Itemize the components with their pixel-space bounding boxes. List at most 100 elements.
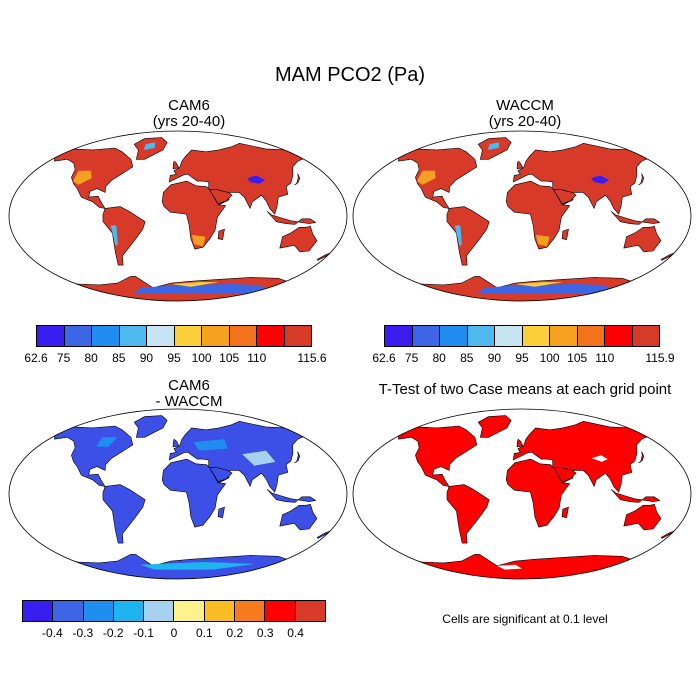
colorbar-swatch	[229, 326, 257, 346]
map-waccm	[352, 130, 692, 302]
field-region	[242, 450, 276, 466]
colorbar-swatch	[257, 326, 285, 346]
land-japan	[638, 173, 645, 186]
map-border	[352, 408, 692, 580]
land-indonesia	[610, 489, 661, 503]
panel-title-cam6-line1: CAM6	[168, 97, 210, 114]
land-greenland	[133, 415, 168, 438]
land-uk	[172, 438, 180, 448]
colorbar-swatch	[605, 326, 633, 346]
land-uk	[516, 160, 524, 170]
panel-title-cam6-line2: (yrs 20-40)	[152, 113, 226, 130]
land-antarctica	[395, 554, 643, 579]
colorbar-swatch	[632, 326, 659, 346]
colorbar-swatch	[522, 326, 550, 346]
panel-title-ttest-line1: T-Test of two Case means at each grid po…	[378, 381, 672, 398]
land-uk	[516, 438, 524, 448]
land-nz	[660, 529, 678, 539]
field-region	[193, 439, 228, 451]
field-region	[133, 284, 275, 294]
significance-note: Cells are significant at 0.1 level	[442, 612, 608, 626]
colorbar-swatch	[174, 326, 202, 346]
colorbar-swatch	[147, 326, 175, 346]
figure-title: MAM PCO2 (Pa)	[274, 64, 426, 86]
colorbar-label: 115.9	[645, 351, 675, 365]
colorbar-swatch	[284, 326, 311, 346]
field-region	[487, 142, 499, 150]
land-namerica	[397, 147, 478, 209]
land-uk	[172, 160, 180, 170]
land-arabia	[553, 467, 577, 483]
land-japan	[638, 451, 645, 464]
map-border	[8, 130, 348, 302]
colorbar-swatch	[385, 326, 413, 346]
land-australia	[279, 226, 318, 253]
colorbar-swatch	[23, 601, 54, 621]
land-samerica	[446, 484, 490, 544]
colorbar-swatch	[202, 326, 230, 346]
colorbar-label: 95	[515, 351, 529, 365]
field-region	[247, 175, 266, 184]
field-region	[139, 562, 256, 570]
land-nz	[316, 251, 334, 261]
colorbar-swatch	[92, 326, 120, 346]
colorbar-cam6-labels: 62.6 75 80 85 90 95 100 105 110 115.6	[24, 351, 326, 367]
land-africa	[161, 180, 227, 250]
map-border	[8, 408, 348, 580]
land-madagascar	[561, 506, 569, 518]
land-nz	[660, 251, 678, 261]
field-region	[110, 225, 118, 247]
colorbar-label: 115.6	[297, 351, 327, 365]
colorbar-waccm-boxes	[384, 325, 660, 347]
colorbar-swatch	[550, 326, 578, 346]
colorbar-label: 105	[567, 351, 588, 365]
land-eurasia	[512, 142, 657, 215]
colorbar-swatch	[577, 326, 605, 346]
colorbar-label: 75	[56, 351, 71, 365]
colorbar-swatch	[204, 601, 236, 621]
land-indonesia	[266, 489, 317, 503]
map-border	[352, 130, 692, 302]
land-japan	[294, 451, 301, 464]
colorbar-cam6-boxes	[36, 325, 312, 347]
colorbar-label: 62.6	[24, 351, 48, 365]
colorbar-label: 90	[487, 351, 502, 365]
colorbar-swatch	[37, 326, 65, 346]
colorbar-label: 100	[539, 351, 560, 365]
field-region	[477, 284, 619, 294]
land-indonesia	[266, 211, 317, 225]
field-region	[171, 282, 219, 287]
colorbar-label: -0.3	[72, 626, 94, 640]
colorbar-label: 110	[247, 351, 267, 365]
land-arabia	[553, 189, 577, 205]
land-africa	[505, 458, 571, 528]
colorbar-label: 0.3	[256, 626, 274, 640]
colorbar-swatch	[83, 601, 114, 621]
colorbar-label: 80	[432, 351, 446, 365]
land-arabia	[209, 467, 233, 483]
colorbar-swatch	[265, 601, 296, 621]
colorbar-label: 110	[595, 351, 615, 365]
colorbar-label: 80	[84, 351, 98, 365]
colorbar-swatch	[64, 326, 92, 346]
colorbar-label: 85	[112, 351, 126, 365]
land-eurasia	[168, 142, 313, 215]
colorbar-diff-labels: -0.4 -0.3 -0.2 -0.1 0 0.1 0.2 0.3 0.4	[22, 626, 326, 642]
colorbar-label: -0.1	[133, 626, 154, 640]
colorbar-waccm: 62.6 75 80 85 90 95 100 105 110 115.9	[372, 325, 675, 369]
colorbar-cam6: 62.6 75 80 85 90 95 100 105 110 115.6	[24, 325, 327, 369]
field-region	[591, 455, 608, 462]
land-arabia	[209, 189, 233, 205]
colorbar-label: 105	[219, 351, 240, 365]
land-australia	[279, 504, 318, 531]
field-region	[497, 564, 522, 570]
land-greenland	[477, 415, 512, 438]
colorbar-label: 62.6	[372, 351, 396, 365]
colorbar-waccm-labels: 62.6 75 80 85 90 95 100 105 110 115.9	[372, 351, 674, 367]
land-australia	[623, 504, 662, 531]
panel-title-waccm-line2: (yrs 20-40)	[488, 113, 562, 130]
land-japan	[294, 173, 301, 186]
colorbar-label: 75	[404, 351, 419, 365]
colorbar-diff-boxes	[22, 600, 326, 622]
land-madagascar	[561, 228, 569, 240]
